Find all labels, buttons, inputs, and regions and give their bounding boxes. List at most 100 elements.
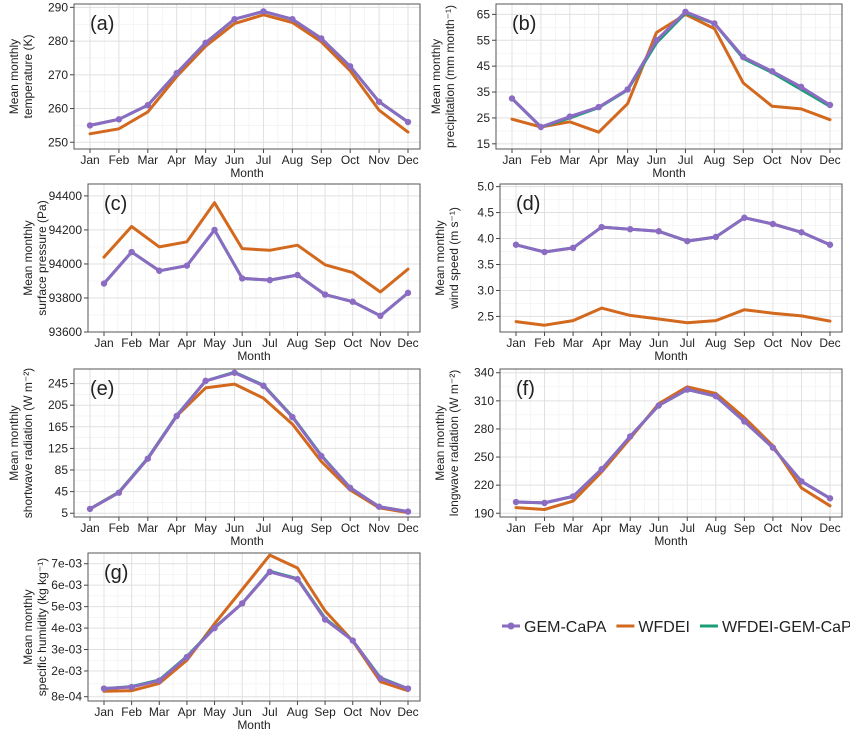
data-point-gem-capa [375, 98, 383, 105]
x-axis-title: Month [237, 349, 270, 363]
legend-key-point [507, 622, 515, 630]
y-tick-label: 93600 [49, 325, 83, 339]
x-tick-label: Oct [341, 153, 360, 167]
x-tick-label: Apr [167, 153, 186, 167]
data-point-gem-capa [712, 233, 720, 241]
x-tick-label: Dec [397, 705, 418, 719]
x-tick-label: Jan [94, 336, 113, 350]
data-point-gem-capa [260, 8, 267, 15]
data-point-gem-capa [598, 223, 605, 231]
x-tick-label: Aug [282, 153, 303, 167]
panel-a: Jan Feb Mar Apr May Jun Jul Aug Sep Oct Nov Dec 250 2… [7, 0, 421, 180]
data-point-gem-capa [566, 113, 574, 120]
x-tick-label: Jun [233, 705, 252, 719]
x-tick-label: Sep [733, 153, 755, 167]
data-point-gem-capa [266, 276, 274, 284]
y-axis-title-line: surface pressure (Pa) [35, 200, 49, 315]
y-tick-label: 45 [55, 485, 69, 499]
y-axis-title-line: Mean monthly [21, 589, 35, 664]
x-tick-label: Oct [343, 336, 362, 350]
y-tick-label: 7e-03 [51, 557, 82, 571]
y-tick-label: 93800 [49, 291, 83, 305]
y-tick-label: 245 [48, 377, 68, 391]
x-tick-label: Dec [397, 153, 418, 167]
data-point-gem-capa [569, 493, 577, 500]
x-tick-label: Jun [649, 336, 668, 350]
series-line-gem-capa [510, 10, 832, 129]
data-point-gem-capa [798, 229, 805, 236]
x-tick-label: Feb [121, 705, 142, 719]
x-tick-label: Mar [137, 153, 158, 167]
panel-tag: (f) [516, 378, 535, 400]
x-tick-label: Aug [287, 336, 308, 350]
y-axis-title-line: Mean monthly [433, 405, 447, 480]
x-tick-label: Feb [534, 521, 555, 535]
x-tick-label: May [619, 521, 642, 535]
data-point-gem-capa [128, 683, 135, 691]
x-tick-label: Jan [506, 336, 525, 350]
x-tick-label: Oct [764, 336, 783, 350]
plot-area [499, 183, 843, 333]
series-line-gem-capa [514, 388, 832, 505]
x-tick-label: Jul [262, 336, 277, 350]
series-line-gem-capa [102, 228, 410, 318]
x-tick-label: Mar [149, 705, 170, 719]
y-tick-label: 310 [474, 394, 494, 408]
panel-b: Jan Feb Mar Apr May Jun Jul Aug Sep Oct Nov Dec 15 25… [429, 3, 843, 180]
data-point-gem-capa [797, 83, 805, 91]
series-line-gem-capa [88, 9, 410, 127]
data-point-gem-capa [569, 244, 577, 252]
data-point-gem-capa [684, 237, 691, 245]
x-tick-label: Jul [262, 705, 277, 719]
x-tick-label: Sep [734, 521, 756, 535]
y-tick-label: 8e-04 [51, 690, 82, 704]
data-point-gem-capa [115, 489, 123, 496]
x-tick-label: Dec [397, 336, 418, 350]
data-point-gem-capa [86, 122, 94, 129]
y-tick-label: 2e-03 [51, 664, 82, 678]
y-tick-label: 260 [48, 102, 68, 116]
data-point-gem-capa [183, 653, 191, 661]
panel-e: Jan Feb Mar Apr May Jun Jul Aug Sep Oct Nov Dec 5 45 8… [7, 368, 421, 548]
x-tick-label: Nov [368, 521, 389, 535]
data-point-gem-capa [211, 624, 218, 632]
data-point-gem-capa [238, 600, 246, 607]
y-axis-title-line: longwave radiation (W m⁻²) [447, 370, 461, 516]
y-tick-label: 85 [55, 463, 69, 477]
data-point-gem-capa [115, 116, 123, 123]
data-point-gem-capa [294, 271, 301, 279]
y-axis-title-line: Mean monthly [21, 220, 35, 295]
data-point-gem-capa [826, 495, 834, 502]
data-point-gem-capa [156, 677, 163, 684]
plot-border [499, 183, 843, 333]
legend-label: WFDEI [638, 619, 690, 636]
x-tick-label: May [203, 336, 226, 350]
x-tick-label: Oct [763, 153, 782, 167]
data-point-gem-capa [741, 214, 748, 221]
data-point-gem-capa [826, 101, 834, 109]
x-tick-label: Mar [149, 336, 170, 350]
data-point-gem-capa [349, 298, 356, 305]
y-tick-label: 45 [477, 59, 491, 73]
x-axis-title: Month [237, 718, 270, 729]
x-tick-label: Dec [819, 521, 840, 535]
data-point-gem-capa [711, 20, 718, 27]
x-tick-label: Mar [563, 336, 584, 350]
data-point-gem-capa [798, 478, 805, 485]
y-axis-title: Mean monthlytemperature (K) [7, 34, 35, 118]
y-tick-label: 65 [477, 7, 491, 21]
y-axis-title-line: precipitation (mm month⁻¹) [443, 5, 457, 148]
data-point-gem-capa [541, 248, 548, 256]
x-tick-label: Aug [287, 705, 308, 719]
y-tick-label: 6e-03 [51, 578, 82, 592]
y-axis-title-line: specific humidity (kg kg⁻¹) [35, 558, 49, 696]
plot-border [87, 183, 421, 333]
data-point-gem-capa [826, 241, 834, 248]
x-tick-label: Feb [534, 336, 555, 350]
x-tick-label: Jun [225, 521, 244, 535]
y-axis-title: Mean monthlylongwave radiation (W m⁻²) [433, 370, 461, 516]
x-tick-label: Mar [563, 521, 584, 535]
y-axis-title: Mean monthlyprecipitation (mm month⁻¹) [429, 5, 457, 148]
data-point-gem-capa [653, 37, 660, 44]
y-axis-title-line: Mean monthly [429, 39, 443, 114]
